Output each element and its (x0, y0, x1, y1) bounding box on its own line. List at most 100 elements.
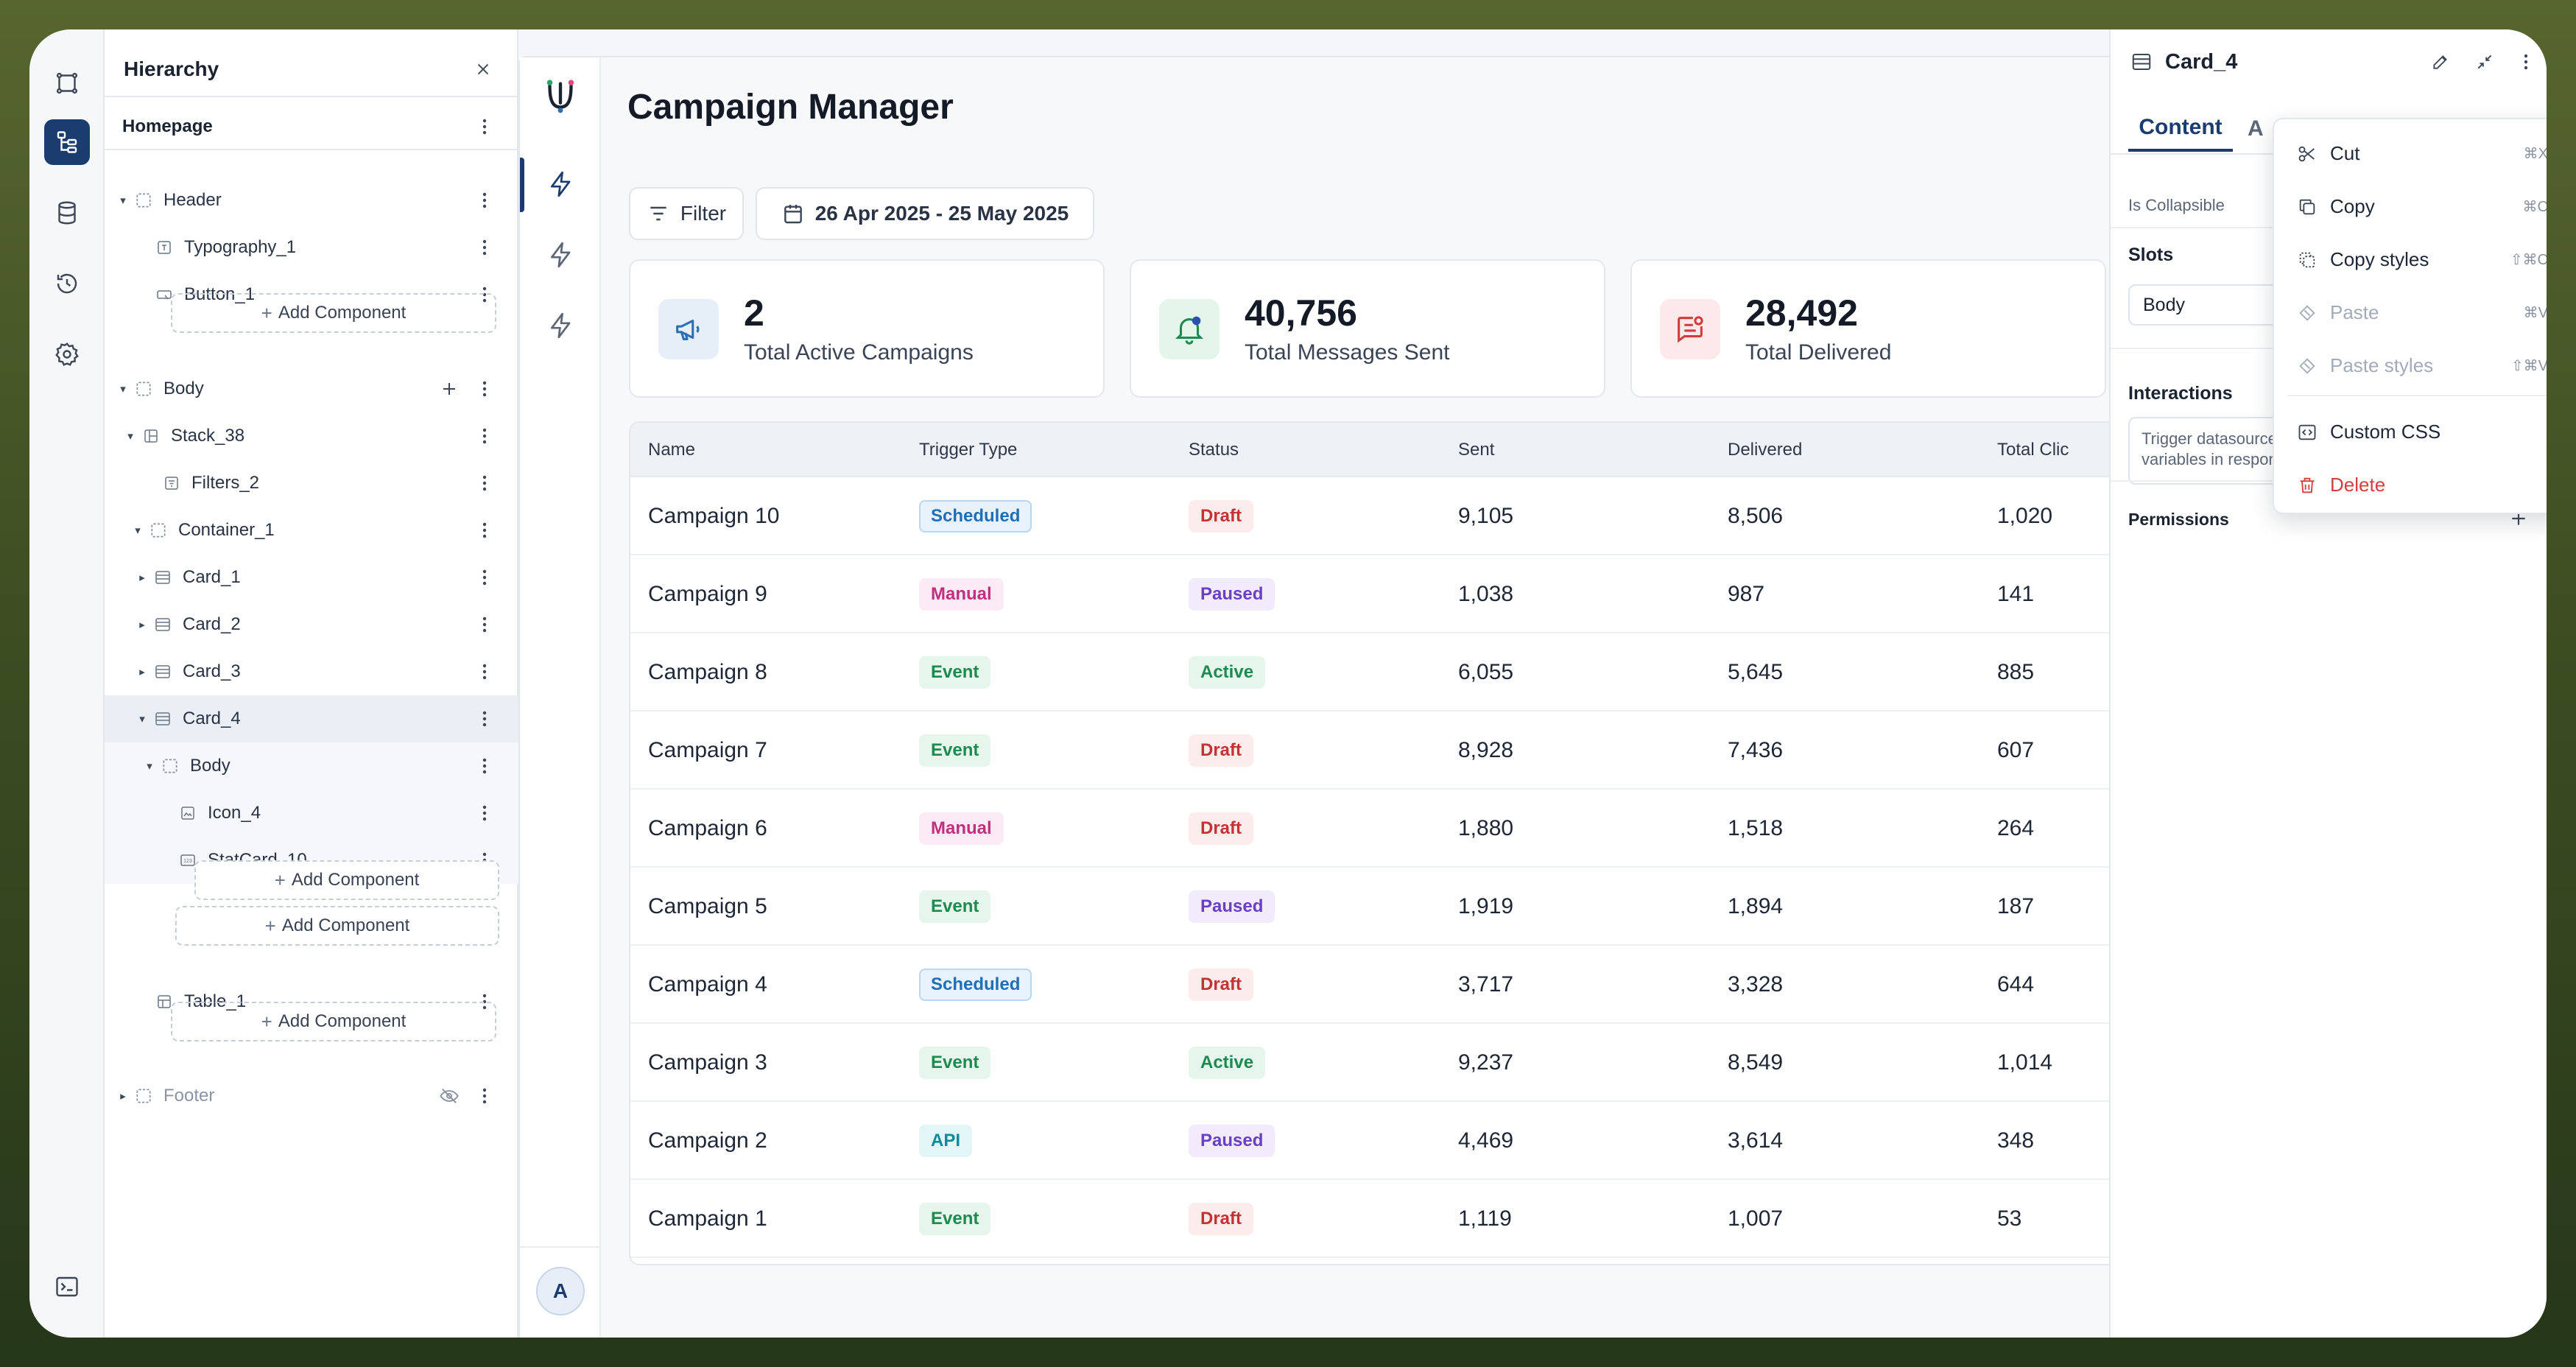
tree-item[interactable]: Filters_2 (105, 460, 518, 507)
status-badge: Draft (1189, 812, 1254, 845)
more-icon[interactable] (470, 610, 499, 639)
table-cell: Paused (1189, 868, 1275, 946)
table-row[interactable]: Campaign 6 Manual Draft 1,880 1,518 264 (630, 790, 2111, 868)
menu-item-paste-styles[interactable]: Paste styles ⇧⌘V (2274, 339, 2547, 392)
chevron-icon[interactable]: ▾ (127, 430, 133, 443)
tree-item[interactable]: ▸ Footer (105, 1072, 518, 1120)
more-icon[interactable] (470, 1081, 499, 1111)
more-icon[interactable] (470, 516, 499, 545)
settings-icon[interactable] (44, 331, 90, 377)
more-icon[interactable] (470, 233, 499, 262)
table-cell: Draft (1189, 790, 1254, 868)
add-component-button[interactable]: + Add Component (171, 293, 496, 333)
avatar[interactable]: A (536, 1267, 585, 1315)
table-header: Name Trigger Type Status Sent Delivered … (630, 423, 2111, 477)
more-icon[interactable] (470, 751, 499, 781)
add-component-button[interactable]: + Add Component (175, 906, 499, 946)
page-title: Campaign Manager (627, 88, 954, 127)
more-icon[interactable] (470, 468, 499, 498)
menu-item-delete[interactable]: Delete (2274, 458, 2547, 511)
table-row[interactable]: Campaign 2 API Paused 4,469 3,614 348 (630, 1102, 2111, 1180)
table-cell: 6,055 (1458, 660, 1514, 684)
copy-icon (2296, 196, 2318, 218)
more-icon[interactable] (470, 186, 499, 215)
menu-item-cut[interactable]: Cut ⌘X (2274, 127, 2547, 180)
terminal-icon[interactable] (44, 1264, 90, 1310)
tree-item[interactable]: Typography_1 (105, 224, 518, 271)
add-permission-icon[interactable] (2504, 504, 2533, 533)
tree-item[interactable]: ▾ Header (105, 177, 518, 224)
chevron-icon[interactable]: ▾ (120, 383, 126, 396)
date-range-picker[interactable]: 26 Apr 2025 - 25 May 2025 (756, 187, 1094, 240)
table-row[interactable]: Campaign 4 Scheduled Draft 3,717 3,328 644 (630, 946, 2111, 1024)
close-icon[interactable] (468, 55, 498, 84)
table-row[interactable]: Campaign 10 Scheduled Draft 9,105 8,506 1,020 (630, 477, 2111, 555)
column-header[interactable]: Sent (1458, 440, 1495, 460)
more-icon[interactable] (470, 704, 499, 734)
menu-item-custom-css[interactable]: Custom CSS (2274, 405, 2547, 458)
tree-item[interactable]: ▾ Container_1 (105, 507, 518, 554)
menu-item-copy[interactable]: Copy ⌘C (2274, 180, 2547, 233)
more-icon[interactable] (470, 798, 499, 828)
hierarchy-icon[interactable] (44, 119, 90, 165)
tree-item[interactable]: ▸ Card_2 (105, 601, 518, 648)
menu-item-copy-styles[interactable]: Copy styles ⇧⌘C (2274, 233, 2547, 286)
add-component-button[interactable]: + Add Component (194, 860, 499, 900)
chevron-icon[interactable]: ▸ (139, 572, 145, 584)
status-badge: Paused (1189, 890, 1275, 923)
table-row[interactable]: Campaign 3 Event Active 9,237 8,549 1,014 (630, 1024, 2111, 1102)
more-icon[interactable] (470, 112, 499, 141)
chevron-icon[interactable]: ▾ (135, 524, 141, 537)
add-component-button[interactable]: + Add Component (171, 1002, 496, 1041)
more-icon[interactable] (2511, 47, 2541, 77)
trigger-badge: Event (919, 734, 991, 767)
chevron-icon[interactable]: ▾ (139, 713, 145, 725)
chevron-icon[interactable]: ▸ (139, 666, 145, 678)
table-row[interactable]: Campaign 9 Manual Paused 1,038 987 141 (630, 555, 2111, 633)
table-row[interactable]: Campaign 1 Event Draft 1,119 1,007 53 (630, 1180, 2111, 1258)
history-icon[interactable] (44, 261, 90, 306)
tree-item[interactable]: ▾ Body (105, 742, 518, 790)
collapse-icon[interactable] (2470, 47, 2499, 77)
eye-off-icon[interactable] (434, 1081, 464, 1111)
tree-item[interactable]: ▸ Card_3 (105, 648, 518, 695)
tab-content[interactable]: Content (2128, 106, 2233, 152)
more-icon[interactable] (470, 280, 499, 309)
chevron-icon[interactable]: ▸ (120, 1090, 126, 1103)
table-row[interactable]: Campaign 8 Event Active 6,055 5,645 885 (630, 633, 2111, 711)
chevron-icon[interactable]: ▾ (120, 194, 126, 207)
shortcut-hint: ⌘X (2523, 145, 2547, 162)
column-header[interactable]: Trigger Type (919, 440, 1018, 460)
tree-item-label: Header (163, 190, 222, 210)
menu-item-paste[interactable]: Paste ⌘V (2274, 286, 2547, 339)
tree-item[interactable]: ▾ Card_4 (105, 695, 518, 742)
frame-icon[interactable] (44, 60, 90, 106)
bolt-icon[interactable] (545, 168, 577, 200)
more-icon[interactable] (470, 421, 499, 451)
filter-button[interactable]: Filter (629, 187, 744, 240)
add-child-icon[interactable] (434, 374, 464, 404)
table-row[interactable]: Campaign 5 Event Paused 1,919 1,894 187 (630, 868, 2111, 946)
bolt-icon[interactable] (545, 309, 577, 342)
column-header[interactable]: Name (648, 440, 696, 460)
tree-item[interactable]: Icon_4 (105, 790, 518, 837)
edit-icon[interactable] (2426, 47, 2455, 77)
tree-item[interactable]: ▾ Stack_38 (105, 412, 518, 460)
tree-item[interactable]: ▸ Card_1 (105, 554, 518, 601)
chevron-icon[interactable]: ▾ (147, 760, 152, 773)
tab-other[interactable]: A (2248, 116, 2264, 141)
table-row[interactable]: Campaign 7 Event Draft 8,928 7,436 607 (630, 711, 2111, 790)
column-header[interactable]: Delivered (1728, 440, 1803, 460)
database-icon[interactable] (44, 190, 90, 236)
chevron-icon[interactable]: ▸ (139, 619, 145, 631)
table-cell: Campaign 4 (648, 972, 767, 997)
column-header[interactable]: Status (1189, 440, 1239, 460)
tree-item[interactable]: ▾ Body (105, 365, 518, 412)
page-row-homepage[interactable]: Homepage (105, 103, 518, 150)
more-icon[interactable] (470, 374, 499, 404)
svg-text:123: 123 (183, 859, 192, 864)
more-icon[interactable] (470, 657, 499, 686)
bolt-icon[interactable] (545, 239, 577, 271)
column-header[interactable]: Total Clic (1997, 440, 2069, 460)
more-icon[interactable] (470, 563, 499, 592)
